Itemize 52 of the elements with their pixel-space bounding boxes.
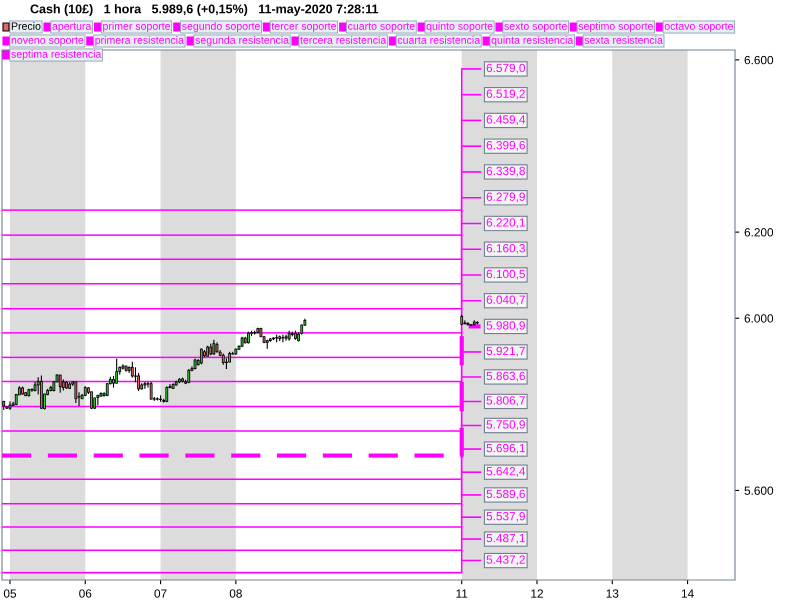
legend-label: sexta resistencia <box>584 36 663 44</box>
data-label: 6.399,6 <box>486 140 525 151</box>
legend-label: septima resistencia <box>11 50 102 60</box>
legend-label: cuarto soporte <box>348 22 415 32</box>
x-tick-label: 08 <box>230 589 242 598</box>
legend-label: septimo soporte <box>578 22 653 32</box>
data-label: 5.642,4 <box>486 467 526 477</box>
legend-label: tercer soporte <box>272 22 336 32</box>
data-label: 6.459,4 <box>486 115 526 125</box>
legend-label: segunda resistencia <box>195 36 290 46</box>
data-label: 5.696,1 <box>486 444 525 454</box>
legend-label: cuarta resistencia <box>398 36 480 44</box>
data-label: 6.160,3 <box>486 244 525 254</box>
data-label: 5.589,6 <box>486 490 525 500</box>
data-label: 5.437,2 <box>486 555 525 566</box>
legend-label: quinto soporte <box>426 22 493 32</box>
x-tick-label: 06 <box>79 589 92 598</box>
data-label: 5.921,7 <box>486 346 525 357</box>
data-label: 5.750,9 <box>486 420 525 430</box>
x-tick-label: 13 <box>606 589 618 598</box>
data-label: 6.220,1 <box>486 218 525 228</box>
data-label: 5.980,9 <box>486 321 525 332</box>
x-tick-label: 11 <box>456 589 468 598</box>
y-tick-label: 6.200 <box>744 228 774 237</box>
y-tick-label: 6.600 <box>744 56 774 64</box>
y-tick-label: 6.000 <box>744 314 774 323</box>
legend-label: apertura <box>52 22 92 32</box>
y-tick-label: 5.600 <box>744 486 774 495</box>
legend-label: quinta resistencia <box>492 36 574 46</box>
x-tick-label: 12 <box>531 589 543 598</box>
data-label: 5.487,1 <box>486 534 525 544</box>
legend-label: segundo soporte <box>182 22 260 32</box>
data-label: 6.339,8 <box>486 166 525 176</box>
legend-label: Precio <box>12 22 40 30</box>
legend-label: tercera resistencia <box>300 36 386 44</box>
x-tick-label: 05 <box>4 589 16 598</box>
legend-label: noveno soporte <box>12 36 84 46</box>
data-label: 5.537,9 <box>486 512 525 522</box>
legend-label: octavo soporte <box>664 22 734 32</box>
chart-title: Cash (10£) 1 hora 5.989,6 (+0,15%) 11-may-2020 7:28:11 <box>30 4 378 16</box>
data-label: 6.579,0 <box>486 64 526 74</box>
legend-label: sexto soporte <box>504 22 567 32</box>
legend-label: primer soporte <box>103 22 170 32</box>
data-label: 6.519,2 <box>486 90 525 100</box>
x-tick-label: 14 <box>682 589 694 598</box>
data-label: 5.806,7 <box>486 396 525 406</box>
x-tick-label: 07 <box>154 589 167 598</box>
data-label: 6.040,7 <box>486 296 525 306</box>
data-label: 5.863,6 <box>486 372 525 382</box>
data-label: 6.100,5 <box>486 270 525 280</box>
legend-label: primera resistencia <box>95 36 184 46</box>
data-label: 6.279,9 <box>486 192 525 202</box>
